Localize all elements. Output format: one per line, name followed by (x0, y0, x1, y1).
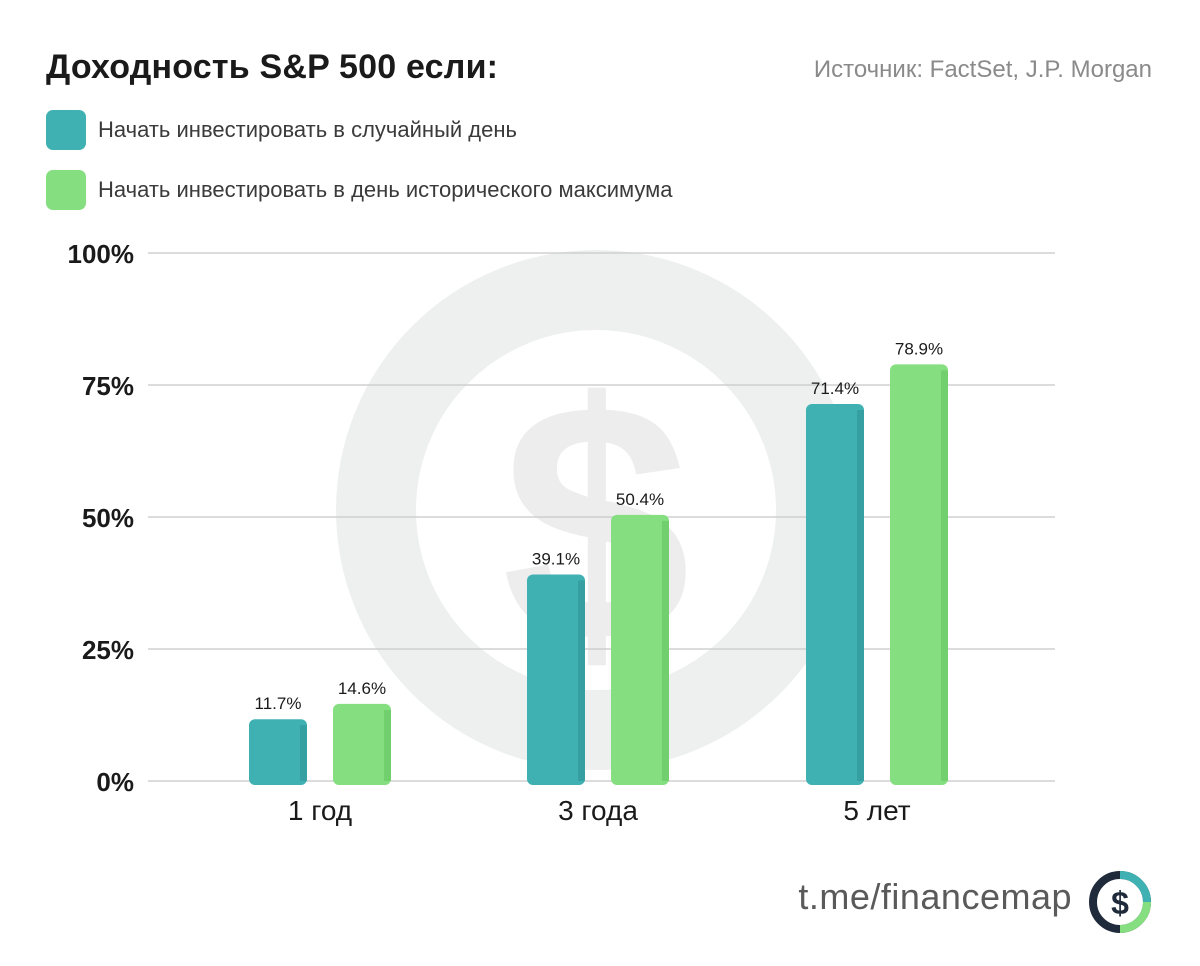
bar-all-time-high (890, 364, 948, 785)
bar-value-label: 14.6% (338, 679, 386, 698)
bar-all-time-high (333, 703, 391, 785)
legend-label-random-day: Начать инвестировать в случайный день (98, 117, 517, 142)
bar-value-label: 71.4% (811, 379, 859, 398)
legend-swatch-random-day (46, 110, 86, 150)
x-category-label: 1 год (288, 795, 352, 826)
x-category-label: 5 лет (843, 795, 910, 826)
legend-item-all-time-high: Начать инвестировать в день историческог… (46, 170, 672, 210)
bar-value-label: 11.7% (255, 694, 302, 713)
legend-label-all-time-high: Начать инвестировать в день историческог… (98, 177, 673, 202)
bar-value-label: 78.9% (895, 339, 943, 358)
legend-swatch-all-time-high (46, 170, 86, 210)
legend: Начать инвестировать в случайный день На… (46, 110, 672, 230)
y-tick-label: 100% (68, 239, 135, 269)
bar-random-day (249, 719, 307, 785)
bar-value-label: 50.4% (616, 490, 664, 509)
legend-item-random-day: Начать инвестировать в случайный день (46, 110, 672, 150)
y-tick-label: 75% (82, 371, 134, 401)
chart-title: Доходность S&P 500 если: (46, 48, 499, 86)
y-tick-label: 50% (82, 503, 134, 533)
dollar-circle-icon: $ (1089, 871, 1151, 933)
bar-random-day (527, 574, 585, 785)
logo-symbol: $ (1111, 885, 1129, 921)
bar-value-label: 39.1% (532, 550, 580, 569)
bar-all-time-high (611, 514, 669, 785)
x-category-label: 3 года (558, 795, 638, 826)
y-tick-label: 0% (96, 767, 134, 797)
bar-random-day (806, 404, 864, 785)
telegram-link[interactable]: t.me/financemap (798, 876, 1072, 917)
y-tick-label: 25% (82, 635, 134, 665)
source-note: Источник: FactSet, J.P. Morgan (813, 56, 1152, 83)
